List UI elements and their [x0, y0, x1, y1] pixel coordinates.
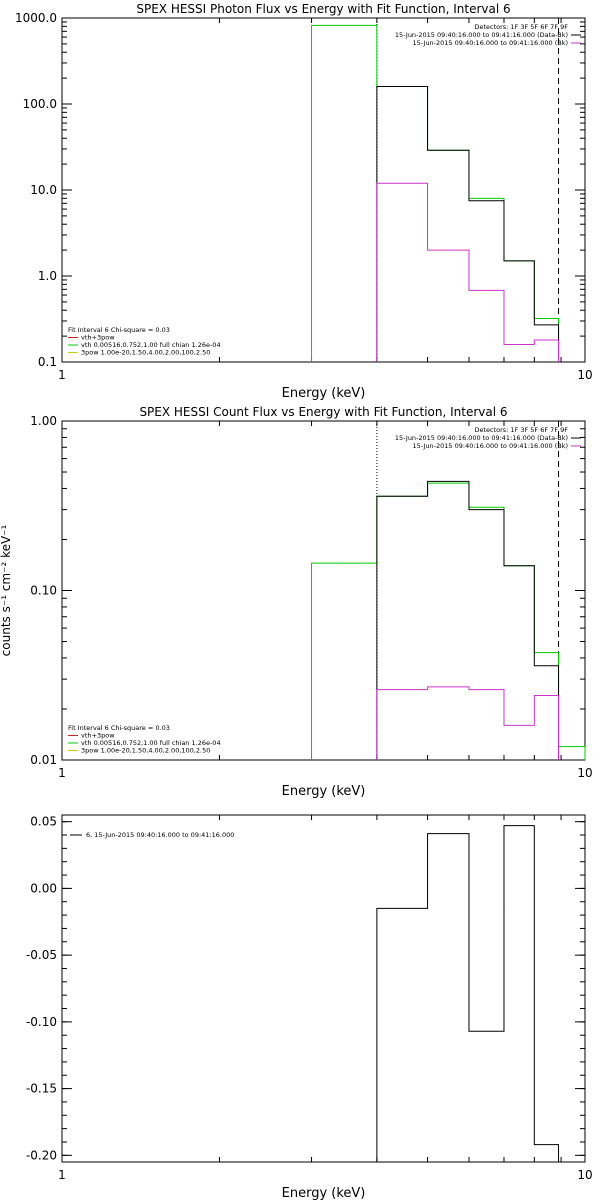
series-step-line-1 [376, 825, 560, 1162]
legend-top-text: 15-Jun-2015 09:40:16.000 to 09:41:16.000… [395, 31, 568, 39]
y-tick-label: -0.10 [26, 1015, 57, 1029]
legend-top-text: 15-Jun-2015 09:40:16.000 to 09:41:16.000… [395, 434, 568, 442]
series-step-line-1 [311, 24, 560, 362]
plot-frame [61, 17, 586, 363]
legend-bottom-text: vth+3pow [81, 732, 115, 740]
legend-top-text: 6, 15-Jun-2015 09:40:16.000 to 09:41:16.… [86, 831, 234, 839]
x-tick-label: 1 [58, 766, 66, 780]
series-step-line-2 [376, 480, 560, 760]
legend-top-text: 15-Jun-2015 09:40:16.000 to 09:41:16.000… [413, 442, 568, 450]
y-tick-label: 0.05 [30, 815, 57, 829]
y-tick-label: 1.0 [38, 269, 57, 283]
y-tick-label: -0.05 [26, 948, 57, 962]
series-step-line-1 [311, 482, 586, 760]
x-axis-label: Energy (keV) [282, 1186, 366, 1200]
y-tick-label: -0.15 [26, 1082, 57, 1096]
x-tick-label: 1 [58, 368, 66, 382]
y-tick-label: 1000.0 [15, 11, 57, 25]
x-axis-label: Energy (keV) [282, 784, 366, 799]
y-tick-label: 0.01 [30, 753, 57, 767]
y-tick-label: 10.0 [30, 183, 57, 197]
legend-bottom-text: Fit Interval 6 Chi-square = 0.03 [68, 326, 170, 334]
chart-panel-2: SPEX HESSI Count Flux vs Energy with Fit… [0, 405, 593, 799]
plot-frame [61, 814, 586, 1163]
y-tick-label: -0.20 [26, 1148, 57, 1162]
x-tick-label: 10 [577, 1168, 592, 1182]
x-tick-label: 1 [58, 1168, 66, 1182]
legend-bottom-text: 3pow 1.00e-20,1.50,4.00,2.00,100,2.50 [81, 349, 210, 357]
y-tick-label: 100.0 [23, 97, 57, 111]
y-tick-label: 0.10 [30, 584, 57, 598]
y-tick-label: 0.1 [38, 355, 57, 369]
chart-title: SPEX HESSI Count Flux vs Energy with Fit… [139, 405, 507, 419]
series-step-line-3 [376, 686, 560, 760]
chart-title: SPEX HESSI Photon Flux vs Energy with Fi… [136, 2, 510, 16]
legend-bottom-text: vth 0.00516,0.752,1.00 full chian 1.26e-… [81, 341, 221, 349]
legend-bottom-text: 3pow 1.00e-20,1.50,4.00,2.00,100,2.50 [81, 747, 210, 755]
legend-bottom-text: vth 0.00516,0.752,1.00 full chian 1.26e-… [81, 739, 221, 747]
series-step-line-3 [376, 182, 560, 362]
legend-top-text: 15-Jun-2015 09:40:16.000 to 09:41:16.000… [413, 39, 568, 47]
plot-frame [61, 420, 586, 761]
chart-panel-1: SPEX HESSI Photon Flux vs Energy with Fi… [15, 2, 593, 401]
chart-panel-3: 1 10 Energy (keV) 0.05 0.00 -0.05 -0.10 -0.15 -0… [26, 814, 593, 1201]
series-step-line-2 [376, 85, 560, 362]
y-axis-label: counts s⁻¹ cm⁻² keV⁻¹ [0, 524, 13, 656]
legend-top-text: Detectors: 1F 3F 5F 6F 7F 9F [474, 426, 568, 434]
legend-bottom-text: Fit Interval 6 Chi-square = 0.03 [68, 724, 170, 732]
y-tick-label: 0.00 [30, 881, 57, 895]
legend-bottom-text: vth+3pow [81, 334, 115, 342]
x-tick-label: 10 [577, 368, 592, 382]
legend-top-text: Detectors: 1F 3F 5F 6F 7F 9F [474, 23, 568, 31]
x-tick-label: 10 [577, 766, 592, 780]
x-axis-label: Energy (keV) [282, 386, 366, 401]
y-tick-label: 1.00 [30, 414, 57, 428]
